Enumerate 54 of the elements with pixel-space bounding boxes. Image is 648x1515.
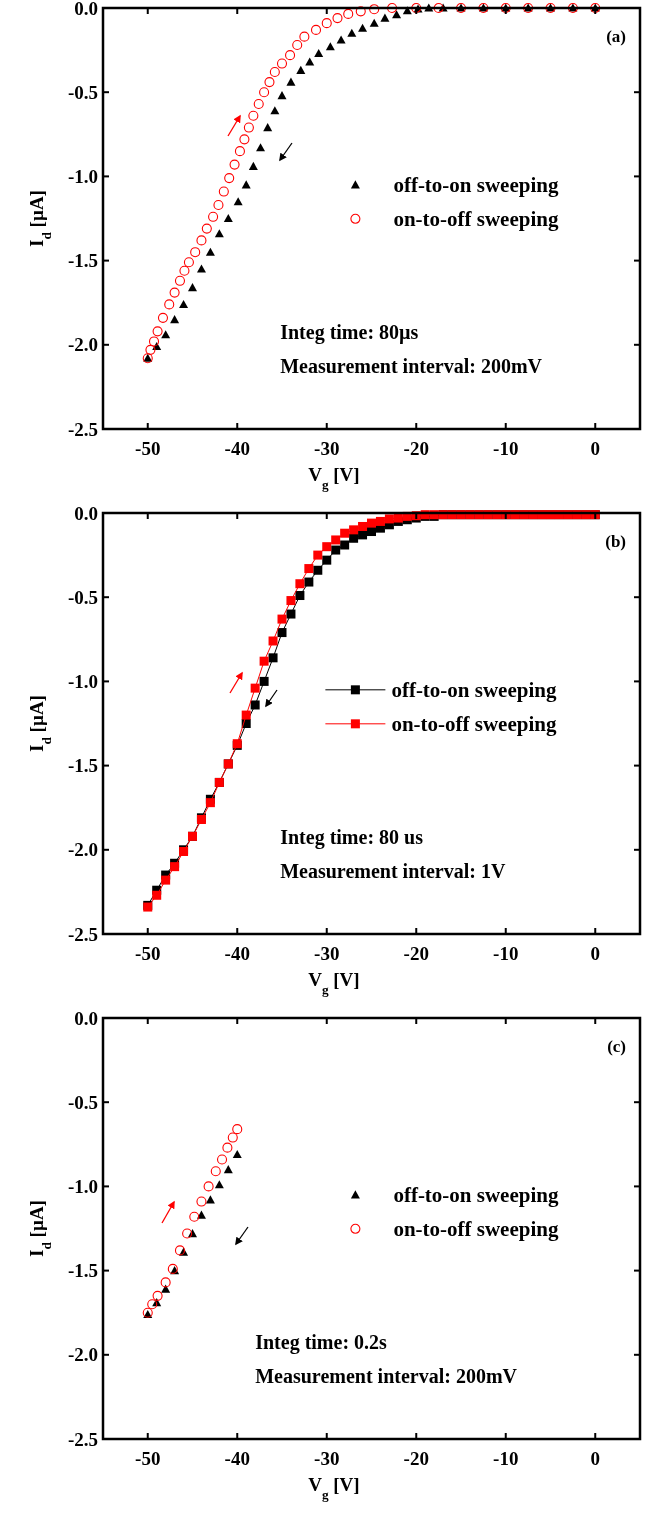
y-tick-label: -1.0 [67, 1176, 98, 1198]
y-tick-label: 0.0 [74, 502, 98, 524]
annotation: Integ time: 80µs [280, 321, 419, 344]
y-tick-label: -1.0 [67, 671, 98, 693]
y-tick-label: -2.5 [67, 923, 98, 945]
x-tick-label: -40 [224, 1448, 250, 1469]
y-tick-label: -0.5 [67, 586, 98, 608]
y-tick-label: -2.5 [67, 1428, 98, 1450]
annotation: Measurement interval: 200mV [280, 355, 543, 377]
x-tick-label: -50 [135, 1448, 161, 1469]
y-tick-label: -1.5 [67, 250, 98, 272]
x-tick-label: -40 [224, 943, 250, 964]
y-tick-label: -0.5 [67, 1091, 98, 1113]
x-tick-label: -10 [493, 943, 519, 964]
x-tick-label: 0 [590, 1448, 600, 1469]
annotation: (b) [605, 532, 626, 551]
x-tick-label: -30 [314, 943, 340, 964]
annotation: (c) [607, 1037, 626, 1056]
legend-label: on-to-off sweeping [393, 207, 559, 232]
x-tick-label: -40 [224, 438, 250, 459]
x-tick-label: 0 [590, 943, 600, 964]
x-tick-label: 0 [590, 438, 600, 459]
annotation: Measurement interval: 1V [280, 860, 506, 882]
y-tick-label: -2.0 [67, 1344, 98, 1366]
x-tick-label: -10 [493, 438, 519, 459]
legend-label: on-to-off sweeping [391, 712, 557, 737]
x-axis-title: V$_{g}$ [V] [308, 969, 360, 997]
y-tick-label: -2.5 [67, 418, 98, 440]
x-tick-label: -20 [403, 438, 429, 459]
legend-label: off-to-on sweeping [393, 1183, 559, 1208]
x-tick-label: -50 [135, 943, 161, 964]
legend-label: on-to-off sweeping [393, 1217, 559, 1242]
y-tick-label: 0.0 [74, 1007, 98, 1029]
legend-label: off-to-on sweeping [393, 173, 559, 198]
annotation: Measurement interval: 200mV [255, 1365, 518, 1387]
y-tick-label: 0.0 [74, 0, 98, 19]
x-tick-label: -50 [135, 438, 161, 459]
x-tick-label: -10 [493, 1448, 519, 1469]
y-tick-label: -2.0 [67, 839, 98, 861]
x-axis-title: V$_{g}$ [V] [308, 464, 360, 492]
y-tick-label: -1.5 [67, 755, 98, 777]
x-axis-title: V$_{g}$ [V] [308, 1474, 360, 1502]
y-tick-label: -1.0 [67, 166, 98, 188]
legend-label: off-to-on sweeping [391, 678, 557, 703]
x-tick-label: -30 [314, 1448, 340, 1469]
annotation: Integ time: 0.2s [255, 1331, 388, 1354]
x-tick-label: -30 [314, 438, 340, 459]
y-tick-label: -0.5 [67, 81, 98, 103]
x-tick-label: -20 [403, 1448, 429, 1469]
x-tick-label: -20 [403, 943, 429, 964]
annotation: (a) [606, 27, 626, 46]
y-tick-label: -2.0 [67, 334, 98, 356]
y-tick-label: -1.5 [67, 1260, 98, 1282]
annotation: Integ time: 80 us [280, 826, 424, 849]
